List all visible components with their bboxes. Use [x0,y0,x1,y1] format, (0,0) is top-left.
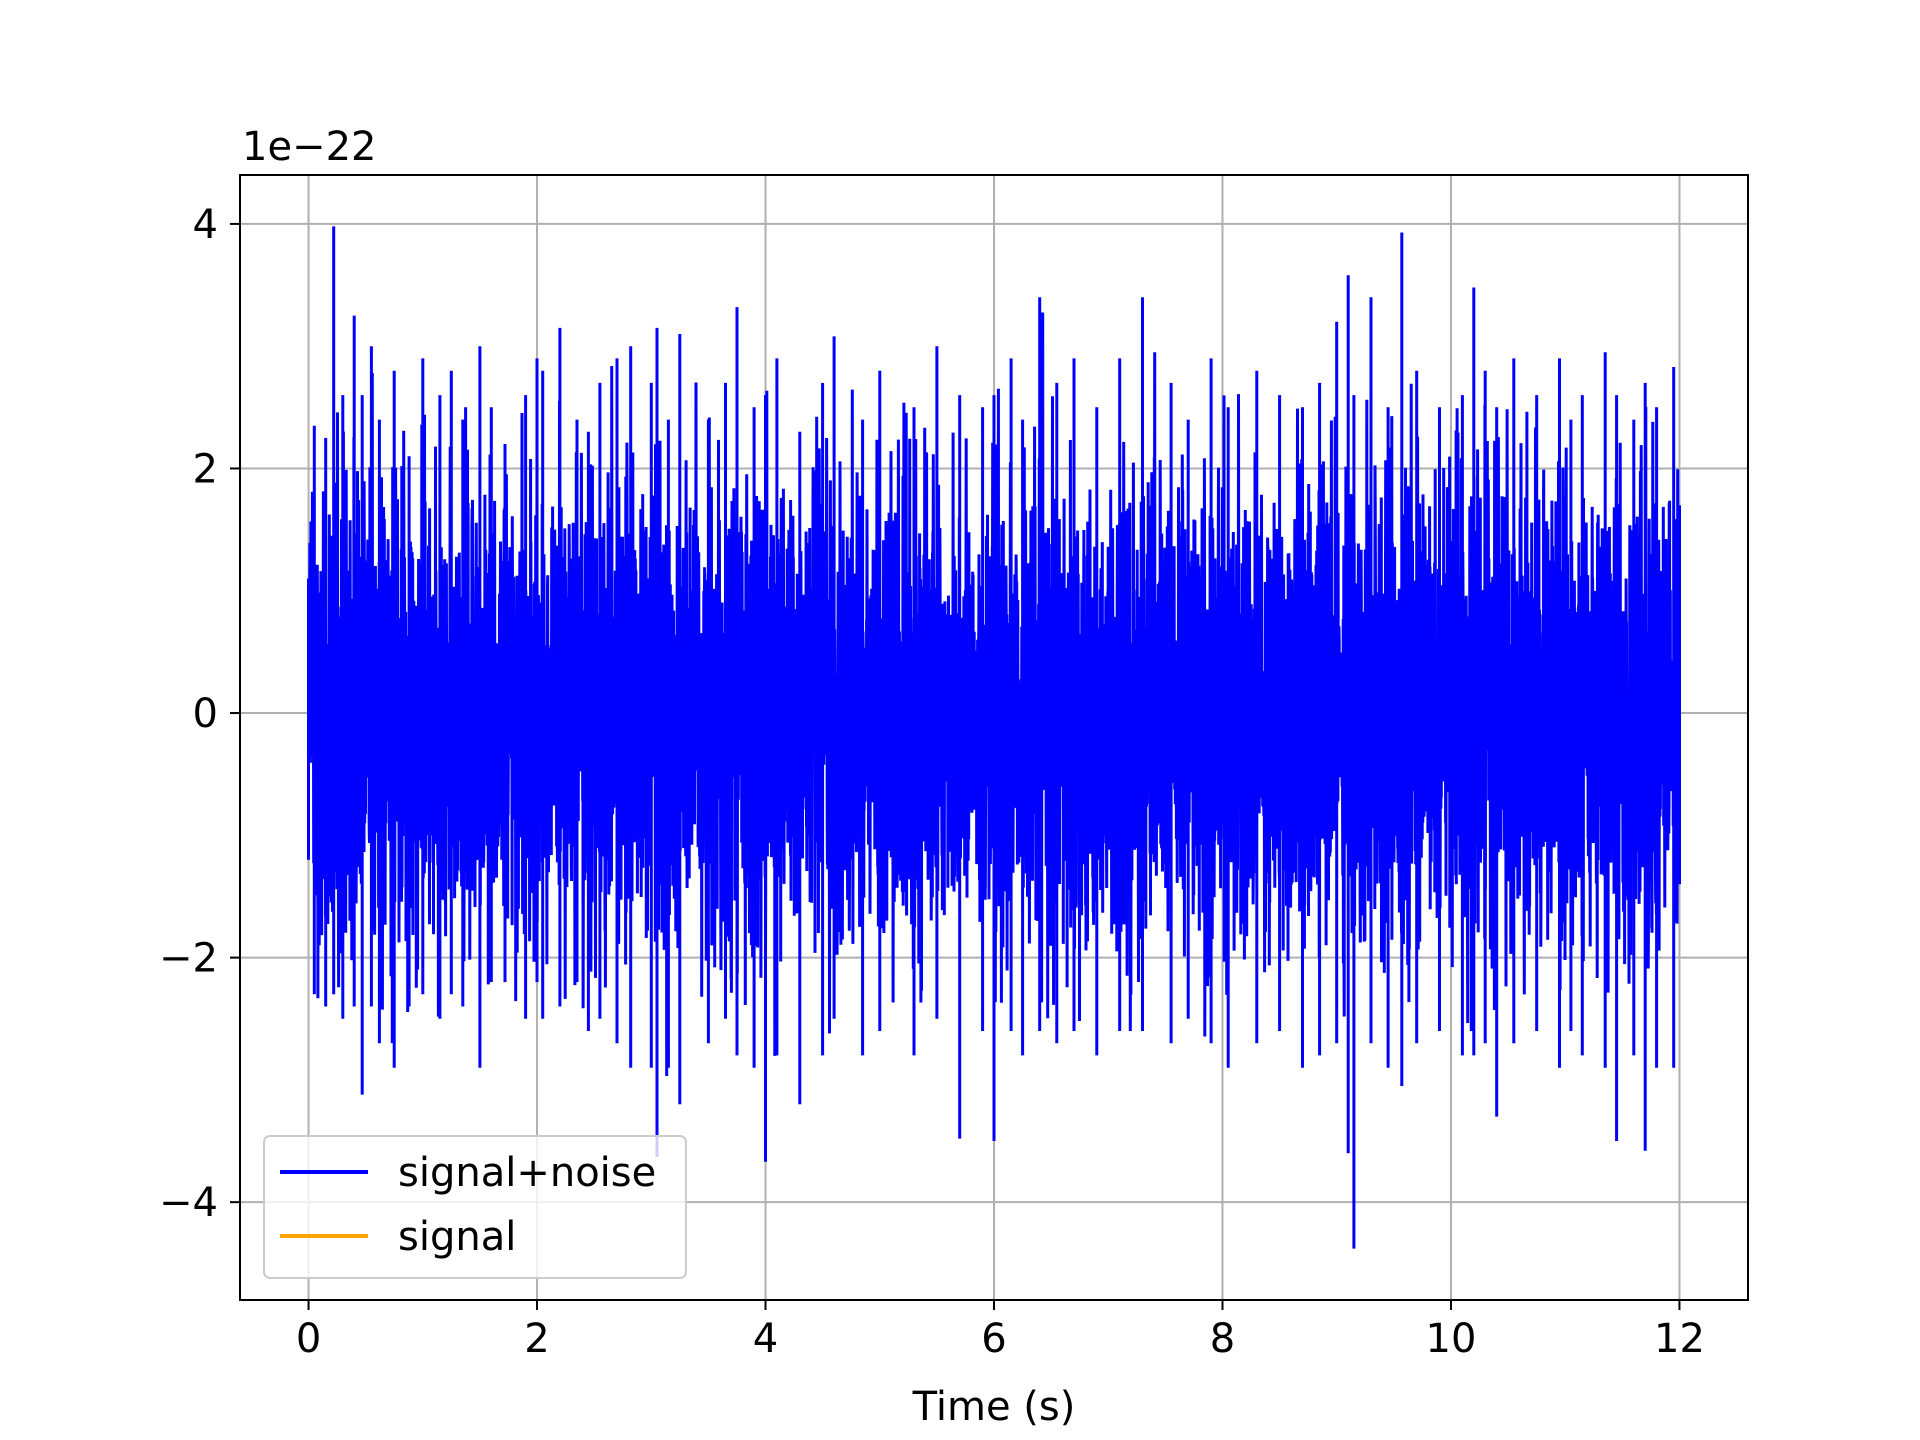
x-axis-label: Time (s) [912,1384,1076,1430]
y-tick-label: −4 [159,1180,218,1226]
y-tick-label: 4 [193,202,218,248]
legend-label-signal: signal [398,1214,516,1260]
x-tick-label: 2 [524,1316,549,1362]
x-tick-label: 12 [1654,1316,1705,1362]
x-tick-label: 4 [753,1316,778,1362]
y-offset-label: 1e−22 [242,124,376,170]
y-tick-label: 2 [193,446,218,492]
y-axis: −4 −2 0 2 4 [159,202,240,1226]
y-tick-label: 0 [193,691,218,737]
legend: signal+noise signal [263,1135,687,1279]
x-tick-label: 6 [981,1316,1006,1362]
series-signal-noise-line [307,226,1681,1249]
legend-box [263,1135,687,1279]
y-tick-label: −2 [159,936,218,982]
x-tick-label: 0 [296,1316,321,1362]
legend-label-signal-noise: signal+noise [398,1150,656,1196]
series-layer [307,226,1681,1249]
x-axis: 0 2 4 6 8 10 12 [296,1300,1705,1362]
x-tick-label: 10 [1426,1316,1477,1362]
x-tick-label: 8 [1210,1316,1235,1362]
plot-area [307,226,1681,1249]
